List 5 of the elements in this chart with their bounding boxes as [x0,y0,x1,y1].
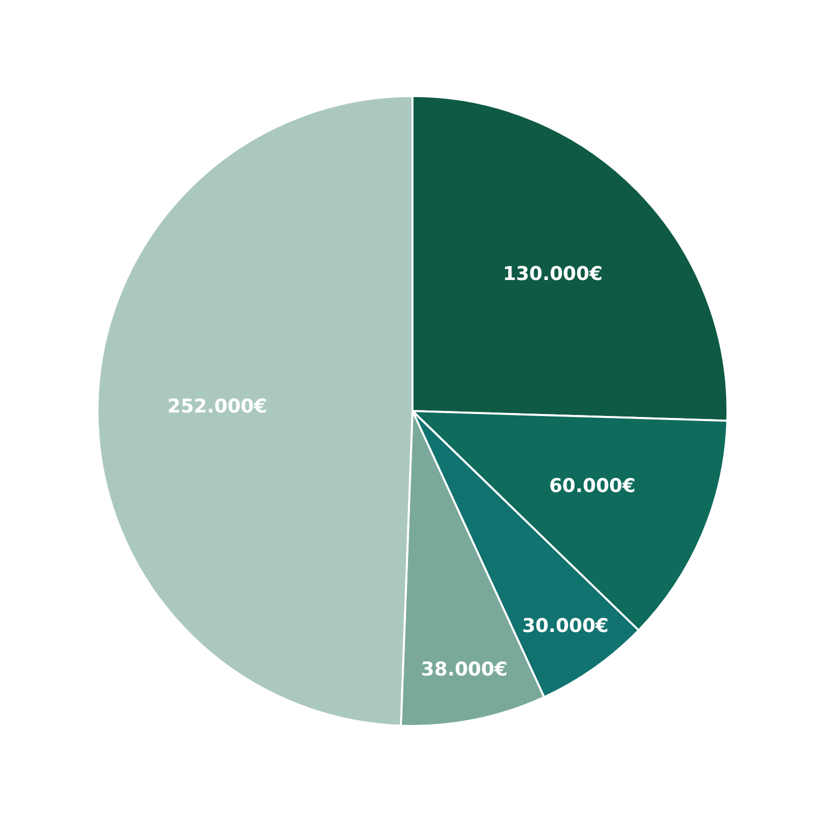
data-label: 30.000€ [522,614,609,637]
data-label: 130.000€ [502,262,603,285]
data-label: 38.000€ [421,658,508,680]
data-label: 60.000€ [549,475,636,498]
data-label: 252.000€ [167,395,268,418]
